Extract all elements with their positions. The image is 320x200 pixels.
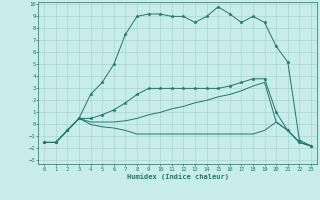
X-axis label: Humidex (Indice chaleur): Humidex (Indice chaleur) <box>127 173 228 180</box>
